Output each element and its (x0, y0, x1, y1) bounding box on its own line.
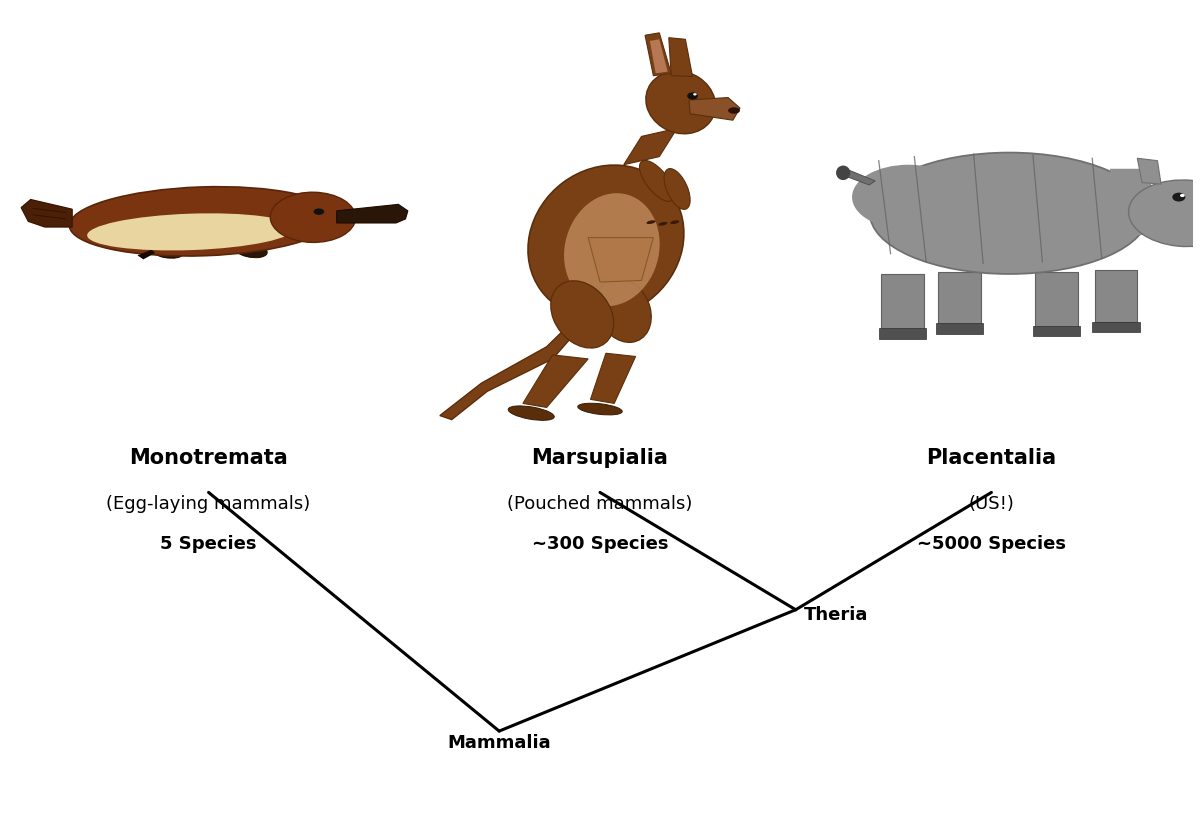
Polygon shape (590, 353, 636, 403)
Polygon shape (689, 98, 740, 120)
Ellipse shape (664, 169, 690, 209)
Text: 5 Species: 5 Species (161, 535, 257, 553)
Polygon shape (1138, 158, 1162, 184)
Text: Placentalia: Placentalia (926, 448, 1056, 468)
Text: (Pouched mammals): (Pouched mammals) (508, 495, 692, 513)
Ellipse shape (528, 165, 684, 318)
Ellipse shape (508, 406, 554, 421)
Polygon shape (337, 204, 408, 223)
Bar (936, 323, 983, 334)
Ellipse shape (551, 281, 613, 348)
Ellipse shape (233, 242, 268, 258)
Polygon shape (841, 169, 875, 185)
Text: (Egg-laying mammals): (Egg-laying mammals) (107, 495, 311, 513)
Ellipse shape (647, 221, 655, 224)
Ellipse shape (646, 71, 715, 134)
Ellipse shape (313, 208, 324, 215)
Polygon shape (22, 199, 72, 227)
Ellipse shape (659, 222, 667, 226)
Bar (878, 328, 926, 339)
Polygon shape (646, 33, 671, 76)
Text: ~300 Species: ~300 Species (532, 535, 668, 553)
Text: ~5000 Species: ~5000 Species (917, 535, 1066, 553)
Ellipse shape (1180, 194, 1184, 197)
Bar (1094, 270, 1138, 323)
Ellipse shape (688, 92, 698, 100)
Polygon shape (668, 38, 692, 77)
Polygon shape (1196, 158, 1200, 184)
Ellipse shape (151, 244, 184, 258)
Bar (881, 274, 924, 329)
Bar (1092, 322, 1140, 332)
Polygon shape (523, 355, 588, 407)
Ellipse shape (270, 193, 355, 243)
Polygon shape (588, 238, 653, 282)
Ellipse shape (564, 193, 660, 306)
Ellipse shape (1128, 180, 1200, 247)
Ellipse shape (728, 107, 740, 114)
Ellipse shape (640, 160, 674, 202)
Ellipse shape (88, 213, 294, 250)
Bar (1033, 326, 1080, 337)
Text: Monotremata: Monotremata (130, 448, 288, 468)
Bar (938, 272, 980, 324)
Text: Marsupialia: Marsupialia (532, 448, 668, 468)
Ellipse shape (670, 221, 679, 224)
Ellipse shape (596, 278, 652, 342)
Ellipse shape (836, 165, 851, 180)
Polygon shape (650, 40, 667, 73)
Ellipse shape (694, 93, 697, 95)
Ellipse shape (852, 165, 965, 230)
Text: Theria: Theria (804, 607, 869, 625)
Polygon shape (1110, 169, 1158, 238)
Ellipse shape (870, 152, 1148, 274)
Text: (US!): (US!) (968, 495, 1014, 513)
Ellipse shape (577, 403, 623, 415)
Ellipse shape (70, 187, 336, 256)
Bar (1036, 272, 1078, 327)
Polygon shape (138, 249, 155, 259)
Polygon shape (440, 306, 610, 420)
Polygon shape (624, 128, 677, 165)
Text: Mammalia: Mammalia (448, 734, 551, 752)
Ellipse shape (1172, 193, 1186, 202)
